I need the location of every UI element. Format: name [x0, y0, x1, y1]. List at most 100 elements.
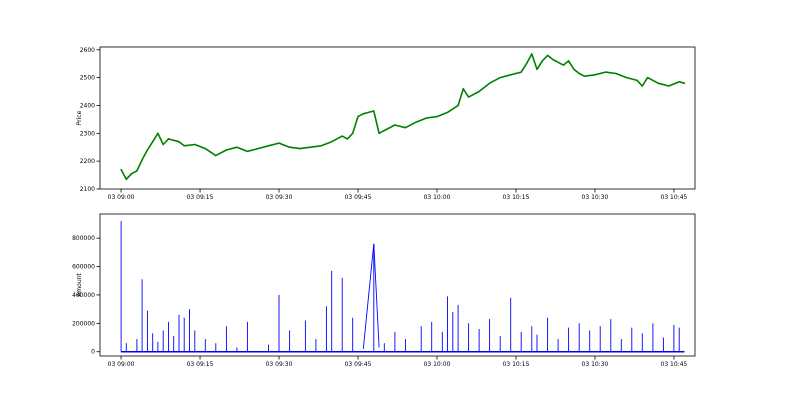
price-point: [567, 60, 570, 62]
price-point: [683, 82, 686, 84]
price-point: [615, 72, 617, 75]
y-tick-label: 2400: [80, 102, 95, 109]
x-tick-label: 03 10:45: [661, 194, 688, 201]
x-tick-label: 03 10:15: [503, 361, 530, 368]
price-point: [467, 96, 470, 98]
price-point: [678, 81, 680, 83]
price-point: [299, 147, 301, 150]
y-tick-label: 2500: [80, 75, 95, 82]
price-point: [636, 79, 638, 82]
price-point: [236, 146, 238, 148]
amount-x-axis: 03 09:00 03 09:15 03 09:30 03 09:45 03 10:00…: [108, 356, 688, 368]
price-point: [594, 74, 596, 76]
price-point: [267, 145, 270, 147]
y-tick-label: 2200: [80, 158, 95, 165]
y-tick-label: 600000: [72, 264, 95, 271]
price-y-axis-label: Price: [76, 110, 83, 125]
price-point: [546, 54, 549, 57]
x-tick-label: 03 09:30: [266, 194, 293, 201]
price-point: [346, 138, 349, 140]
x-tick-label: 03 10:00: [424, 361, 451, 368]
price-point: [194, 143, 196, 146]
y-tick-label: 2100: [80, 186, 95, 193]
price-point: [531, 53, 533, 55]
y-tick-label: 800000: [72, 235, 95, 242]
price-point: [367, 111, 370, 114]
price-point: [557, 61, 559, 63]
y-tick-label: 0: [91, 349, 95, 356]
price-point: [136, 170, 138, 172]
price-point: [552, 58, 554, 61]
price-point: [562, 64, 565, 66]
price-point: [152, 141, 154, 143]
price-y-axis: 2100 2200 2300 2400 2500 2600: [80, 47, 100, 193]
price-point: [436, 115, 438, 118]
price-point: [309, 146, 312, 148]
y-tick-label: 200000: [72, 320, 95, 327]
amount-y-axis-label: Amount: [76, 273, 83, 297]
x-tick-label: 03 09:00: [108, 194, 135, 201]
price-point: [536, 68, 538, 71]
price-point: [341, 135, 343, 137]
x-tick-label: 03 09:15: [187, 361, 214, 368]
price-point: [178, 141, 180, 143]
x-tick-label: 03 10:15: [503, 194, 530, 201]
x-tick-label: 03 09:45: [345, 361, 372, 368]
price-point: [578, 72, 580, 75]
amount-series: [120, 221, 685, 353]
price-point: [204, 147, 206, 150]
price-point: [225, 149, 228, 151]
price-panel: 2100 2200 2300 2400 2500 2600 03 09:00 03 09:1…: [76, 46, 696, 201]
price-point: [573, 68, 575, 71]
price-point: [167, 138, 170, 140]
y-tick-label: 2600: [80, 47, 95, 54]
price-point: [352, 132, 354, 134]
price-point: [362, 113, 364, 115]
price-point: [378, 132, 380, 134]
price-point: [278, 142, 280, 144]
price-point: [331, 141, 333, 143]
x-tick-label: 03 09:15: [187, 194, 214, 201]
price-point: [173, 139, 175, 141]
price-point: [604, 71, 607, 73]
price-point: [499, 76, 501, 79]
price-axes-frame: [99, 46, 696, 190]
price-point: [478, 90, 480, 93]
x-tick-label: 03 10:00: [424, 194, 451, 201]
price-point: [668, 85, 670, 87]
x-tick-label: 03 09:45: [345, 194, 372, 201]
price-point: [125, 178, 128, 180]
price-point: [446, 111, 449, 114]
price-point: [415, 121, 417, 123]
price-point: [457, 104, 459, 107]
price-point: [625, 76, 628, 79]
price-point: [183, 145, 185, 147]
price-point: [383, 129, 385, 132]
price-point: [141, 159, 143, 161]
price-point: [646, 76, 649, 79]
price-point: [520, 71, 522, 73]
price-point: [404, 127, 407, 129]
price-point: [488, 82, 491, 84]
price-point: [510, 74, 512, 76]
y-tick-label: 2300: [80, 130, 95, 137]
amount-axes-frame: [99, 213, 696, 357]
price-point: [583, 75, 586, 77]
price-point: [541, 60, 543, 62]
price-point: [246, 150, 249, 153]
x-tick-label: 03 10:30: [582, 194, 609, 201]
price-point: [373, 110, 375, 112]
price-x-axis: 03 09:00 03 09:15 03 09:30 03 09:45 03 10:00…: [108, 189, 688, 201]
price-series: [120, 53, 686, 181]
price-point: [120, 168, 122, 171]
price-point: [157, 132, 159, 134]
price-point: [146, 149, 149, 151]
price-point: [288, 146, 291, 148]
x-tick-label: 03 10:45: [661, 361, 688, 368]
price-point: [641, 85, 643, 87]
price-point: [215, 154, 217, 157]
